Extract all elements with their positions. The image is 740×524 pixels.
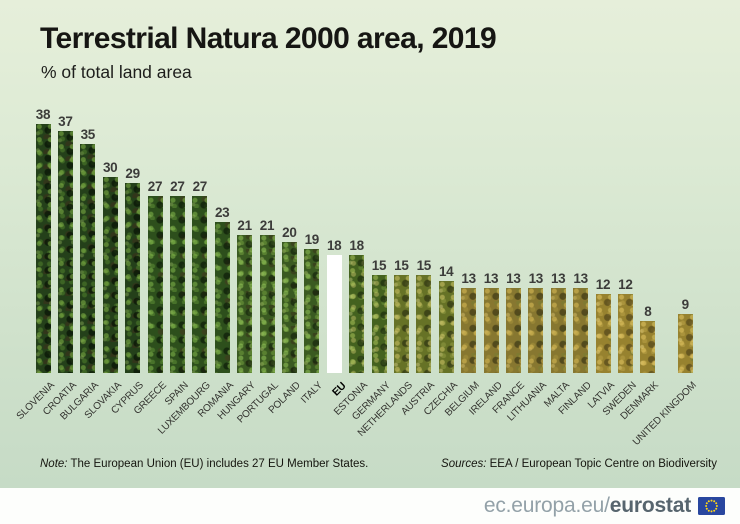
note-label: Note: [40, 458, 68, 470]
bar-germany: 15 GERMANY [350, 258, 393, 423]
bar-value: 13 [506, 270, 521, 286]
bar-value: 18 [349, 238, 364, 254]
footer-banner: ec.europa.eu/eurostat [0, 488, 740, 524]
bar-croatia: 37 CROATIA [41, 114, 79, 418]
bar-luxembourg: 27 LUXEMBOURG [156, 179, 213, 437]
bar-value: 18 [326, 238, 342, 254]
bar-value: 15 [371, 257, 387, 273]
bar-italy: 19 ITALY [299, 232, 325, 406]
bar-slovenia: 38 SLOVENIA [14, 107, 56, 422]
bar-value: 35 [80, 126, 96, 142]
bar-slovakia: 30 SLOVAKIA [82, 160, 123, 422]
bar-denmark: 8 DENMARK [619, 304, 661, 423]
bar-value: 30 [102, 159, 118, 175]
sources-text: Sources: EEA / European Topic Centre on … [441, 458, 717, 470]
bar-netherlands: 15 NETHERLANDS [356, 258, 415, 439]
bar-value: 23 [214, 205, 230, 221]
bar-united-kingdom: 9 UNITED KINGDOM [631, 297, 699, 448]
bar-ireland: 13 IRELAND [467, 271, 504, 418]
bar-cyprus: 29 CYPRUS [109, 166, 145, 416]
bar-value: 12 [618, 277, 633, 293]
bar-value: 27 [147, 179, 163, 195]
bar-value: 19 [304, 231, 320, 247]
bar-value: 8 [644, 303, 652, 319]
bar-latvia: 12 LATVIA [585, 277, 616, 410]
bar-finland: 13 FINLAND [557, 271, 594, 417]
bar-value: 27 [192, 179, 208, 195]
bar-greece: 27 GREECE [131, 179, 168, 417]
bar-value: 15 [394, 257, 409, 273]
bar-portugal: 21 PORTUGAL [235, 218, 280, 425]
bar-value: 27 [170, 179, 185, 195]
note-text: Note: The European Union (EU) includes 2… [40, 458, 369, 470]
bar-value: 37 [58, 113, 73, 129]
bar-sweden: 12 SWEDEN [601, 277, 639, 418]
bar-romania: 23 ROMANIA [196, 205, 236, 419]
bar-poland: 20 POLAND [267, 225, 303, 416]
bar-malta: 13 MALTA [542, 271, 572, 410]
eu-flag-icon [698, 497, 725, 515]
bar-hungary: 21 HUNGARY [216, 218, 258, 422]
bar-value: 9 [681, 297, 690, 313]
bar-value: 13 [550, 270, 566, 286]
bar-eu: 18 EU [326, 238, 348, 399]
bar-france: 13 FRANCE [491, 271, 527, 416]
bar-bulgaria: 35 BULGARIA [59, 127, 101, 423]
bar-value: 13 [461, 270, 476, 286]
bar-spain: 27 SPAIN [163, 179, 191, 408]
page-title: Terrestrial Natura 2000 area, 2019 [40, 22, 497, 55]
flag-stars [705, 499, 718, 513]
bar-value: 14 [438, 264, 454, 280]
bar-value: 29 [125, 166, 140, 182]
page-subtitle: % of total land area [41, 62, 192, 82]
bar-value: 13 [528, 270, 544, 286]
bar-lithuania: 13 LITHUANIA [506, 271, 549, 424]
bar-value: 21 [237, 218, 252, 234]
bar-value: 20 [282, 225, 297, 240]
bar-value: 21 [259, 218, 275, 234]
sources-label: Sources: [441, 458, 487, 470]
bar-belgium: 13 BELGIUM [443, 271, 482, 419]
bar-value: 13 [573, 270, 588, 286]
bar-value: 38 [35, 107, 51, 123]
bar-value: 13 [483, 270, 499, 286]
bar-value: 15 [416, 257, 432, 273]
bar-czechia: 14 CZECHIA [422, 264, 460, 418]
bar-austria: 15 AUSTRIA [400, 258, 437, 418]
eurostat-url: ec.europa.eu/eurostat [483, 494, 691, 517]
bar-estonia: 18 ESTONIA [332, 238, 370, 418]
bar-value: 12 [595, 277, 611, 293]
